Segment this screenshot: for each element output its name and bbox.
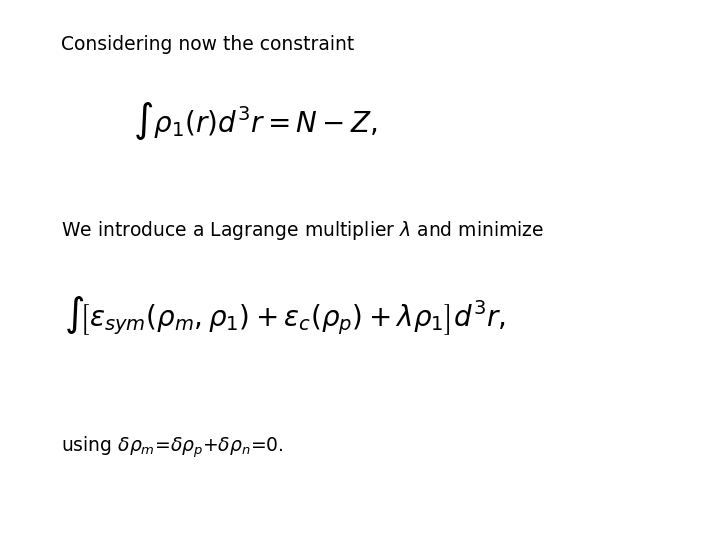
Text: Considering now the constraint: Considering now the constraint [61, 35, 354, 54]
Text: using $\delta\rho_m$=$\delta\rho_p$+$\delta\rho_n$=0.: using $\delta\rho_m$=$\delta\rho_p$+$\de… [61, 435, 284, 460]
Text: We introduce a Lagrange multiplier $\lambda$ and minimize: We introduce a Lagrange multiplier $\lam… [61, 219, 544, 242]
Text: $\int \!\left[ \varepsilon_{sym}(\rho_m, \rho_1) + \varepsilon_c(\rho_p) + \lamb: $\int \!\left[ \varepsilon_{sym}(\rho_m,… [63, 294, 505, 338]
Text: $\int \rho_1(r)d^3r = N - Z,$: $\int \rho_1(r)d^3r = N - Z,$ [133, 100, 378, 143]
